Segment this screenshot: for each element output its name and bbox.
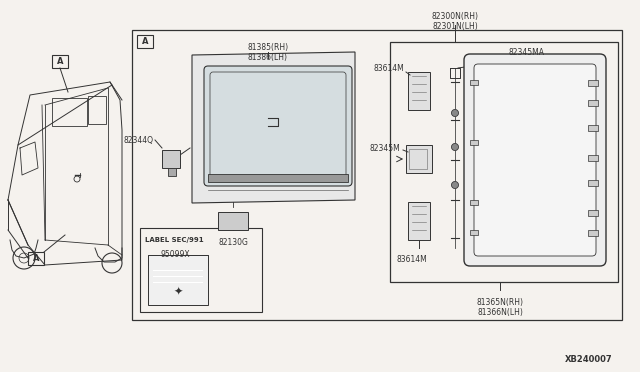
Bar [408, 72, 430, 110]
Text: A: A [141, 37, 148, 46]
FancyBboxPatch shape [464, 54, 606, 266]
Bar [218, 212, 248, 230]
Bar [390, 42, 618, 282]
Bar [588, 180, 598, 186]
Bar [588, 125, 598, 131]
Bar [470, 80, 478, 85]
Bar [148, 255, 208, 305]
Bar [406, 145, 432, 173]
Bar [588, 100, 598, 106]
Bar [588, 80, 598, 86]
Text: XB240007: XB240007 [564, 356, 612, 365]
Bar [168, 168, 176, 176]
Bar [140, 228, 262, 312]
FancyBboxPatch shape [474, 64, 596, 256]
FancyBboxPatch shape [204, 66, 352, 186]
Bar [28, 252, 44, 265]
Text: 82300N(RH)
82301N(LH): 82300N(RH) 82301N(LH) [431, 12, 479, 31]
Bar [208, 174, 348, 182]
Text: 81385(RH)
81386(LH): 81385(RH) 81386(LH) [248, 43, 289, 62]
Text: ✦: ✦ [173, 287, 182, 297]
Bar [52, 98, 87, 126]
Bar [148, 255, 208, 265]
Bar [470, 230, 478, 235]
Text: 82345MA: 82345MA [509, 48, 545, 57]
Text: A: A [33, 254, 39, 263]
Bar [162, 150, 180, 168]
Bar [588, 230, 598, 236]
Text: 83614M: 83614M [397, 255, 428, 264]
Text: 82345M: 82345M [369, 144, 400, 153]
Text: 82344Q: 82344Q [123, 135, 153, 144]
Circle shape [451, 144, 458, 151]
Circle shape [451, 109, 458, 116]
Bar [588, 155, 598, 161]
Bar [470, 140, 478, 145]
Text: 83614M: 83614M [373, 64, 404, 73]
Bar [588, 210, 598, 216]
Bar [470, 200, 478, 205]
Bar [409, 149, 427, 169]
Bar [88, 96, 106, 124]
Bar [132, 30, 622, 320]
Polygon shape [192, 52, 355, 203]
Bar [408, 202, 430, 240]
Text: 82130G: 82130G [218, 238, 248, 247]
Text: LABEL SEC/991: LABEL SEC/991 [145, 237, 204, 243]
Text: 95099X: 95099X [160, 250, 190, 259]
Bar [137, 35, 153, 48]
Text: A: A [57, 57, 63, 66]
Text: 81365N(RH)
81366N(LH): 81365N(RH) 81366N(LH) [477, 298, 524, 317]
Bar [52, 55, 68, 68]
Circle shape [451, 182, 458, 189]
